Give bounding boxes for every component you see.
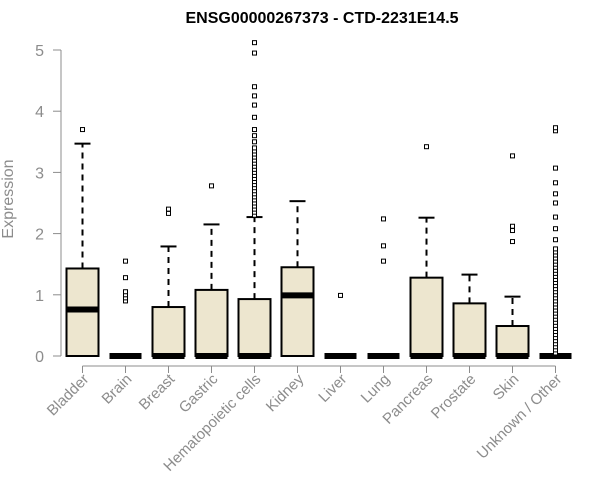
x-tick-label: Prostate — [428, 371, 480, 423]
outlier-point — [424, 144, 429, 150]
outlier-point — [553, 200, 558, 206]
box-group — [367, 216, 400, 359]
box-iqr — [409, 276, 444, 357]
outlier-point — [553, 191, 558, 197]
boxes-group — [65, 40, 572, 359]
box-group — [194, 183, 229, 359]
outlier-point — [80, 127, 85, 133]
outlier-point — [510, 228, 515, 234]
outlier-point — [510, 223, 515, 229]
outlier-point — [252, 50, 257, 56]
y-tick-label: 1 — [35, 288, 44, 305]
outlier-point — [381, 243, 386, 249]
x-tick-label: Lung — [358, 371, 394, 407]
x-tick-label: Kidney — [263, 370, 308, 415]
box-group — [151, 206, 186, 359]
y-tick-label: 4 — [35, 104, 44, 121]
box-group — [409, 144, 444, 359]
outlier-point — [553, 214, 558, 220]
outlier-point — [553, 180, 558, 186]
outlier-point — [381, 258, 386, 264]
box-group — [539, 125, 572, 359]
x-tick-label: Brain — [99, 371, 136, 408]
box-iqr — [194, 288, 229, 357]
box-group — [237, 40, 272, 359]
outlier-point — [209, 183, 214, 189]
x-tick-label: Breast — [136, 370, 179, 413]
box-iqr — [495, 325, 530, 357]
outlier-point — [252, 145, 257, 151]
box-iqr — [452, 302, 487, 358]
box-group — [65, 127, 100, 358]
y-tick-label: 0 — [35, 349, 44, 366]
box-group — [495, 153, 530, 359]
outlier-point — [252, 102, 257, 108]
outlier-point — [252, 84, 257, 90]
outlier-point — [553, 226, 558, 232]
outlier-point — [252, 114, 257, 120]
box-iqr — [237, 298, 272, 358]
y-tick-label: 3 — [35, 165, 44, 182]
box-group — [452, 273, 487, 359]
y-axis-label: Expression — [0, 159, 17, 238]
x-tick-label: Bladder — [44, 371, 93, 420]
outlier-point — [252, 133, 257, 139]
outlier-point — [553, 165, 558, 171]
x-tick-label: Skin — [490, 371, 523, 404]
outlier-point — [123, 258, 128, 264]
outlier-point — [252, 139, 257, 145]
outlier-point — [252, 40, 257, 46]
box-group — [324, 292, 357, 359]
outlier-point — [123, 275, 128, 281]
outlier-point — [510, 239, 515, 245]
x-tick-label: Liver — [315, 371, 350, 406]
box-iqr — [280, 266, 315, 358]
outlier-point — [553, 125, 558, 131]
outlier-point — [123, 289, 128, 295]
box-iqr — [151, 306, 186, 358]
y-axis: 0 1 2 3 4 5 — [35, 43, 62, 366]
chart-title: ENSG00000267373 - CTD-2231E14.5 — [185, 10, 458, 27]
outlier-point — [166, 206, 171, 212]
outlier-point — [510, 153, 515, 159]
y-tick-label: 5 — [35, 43, 44, 60]
outlier-point — [338, 292, 343, 298]
box-group — [109, 258, 142, 359]
outlier-point — [553, 246, 558, 252]
y-tick-label: 2 — [35, 227, 44, 244]
outlier-point — [252, 127, 257, 133]
outlier-point — [553, 237, 558, 243]
box-group — [280, 200, 315, 358]
outlier-point — [252, 93, 257, 99]
outlier-point — [381, 216, 386, 222]
outlier-point — [166, 210, 171, 216]
